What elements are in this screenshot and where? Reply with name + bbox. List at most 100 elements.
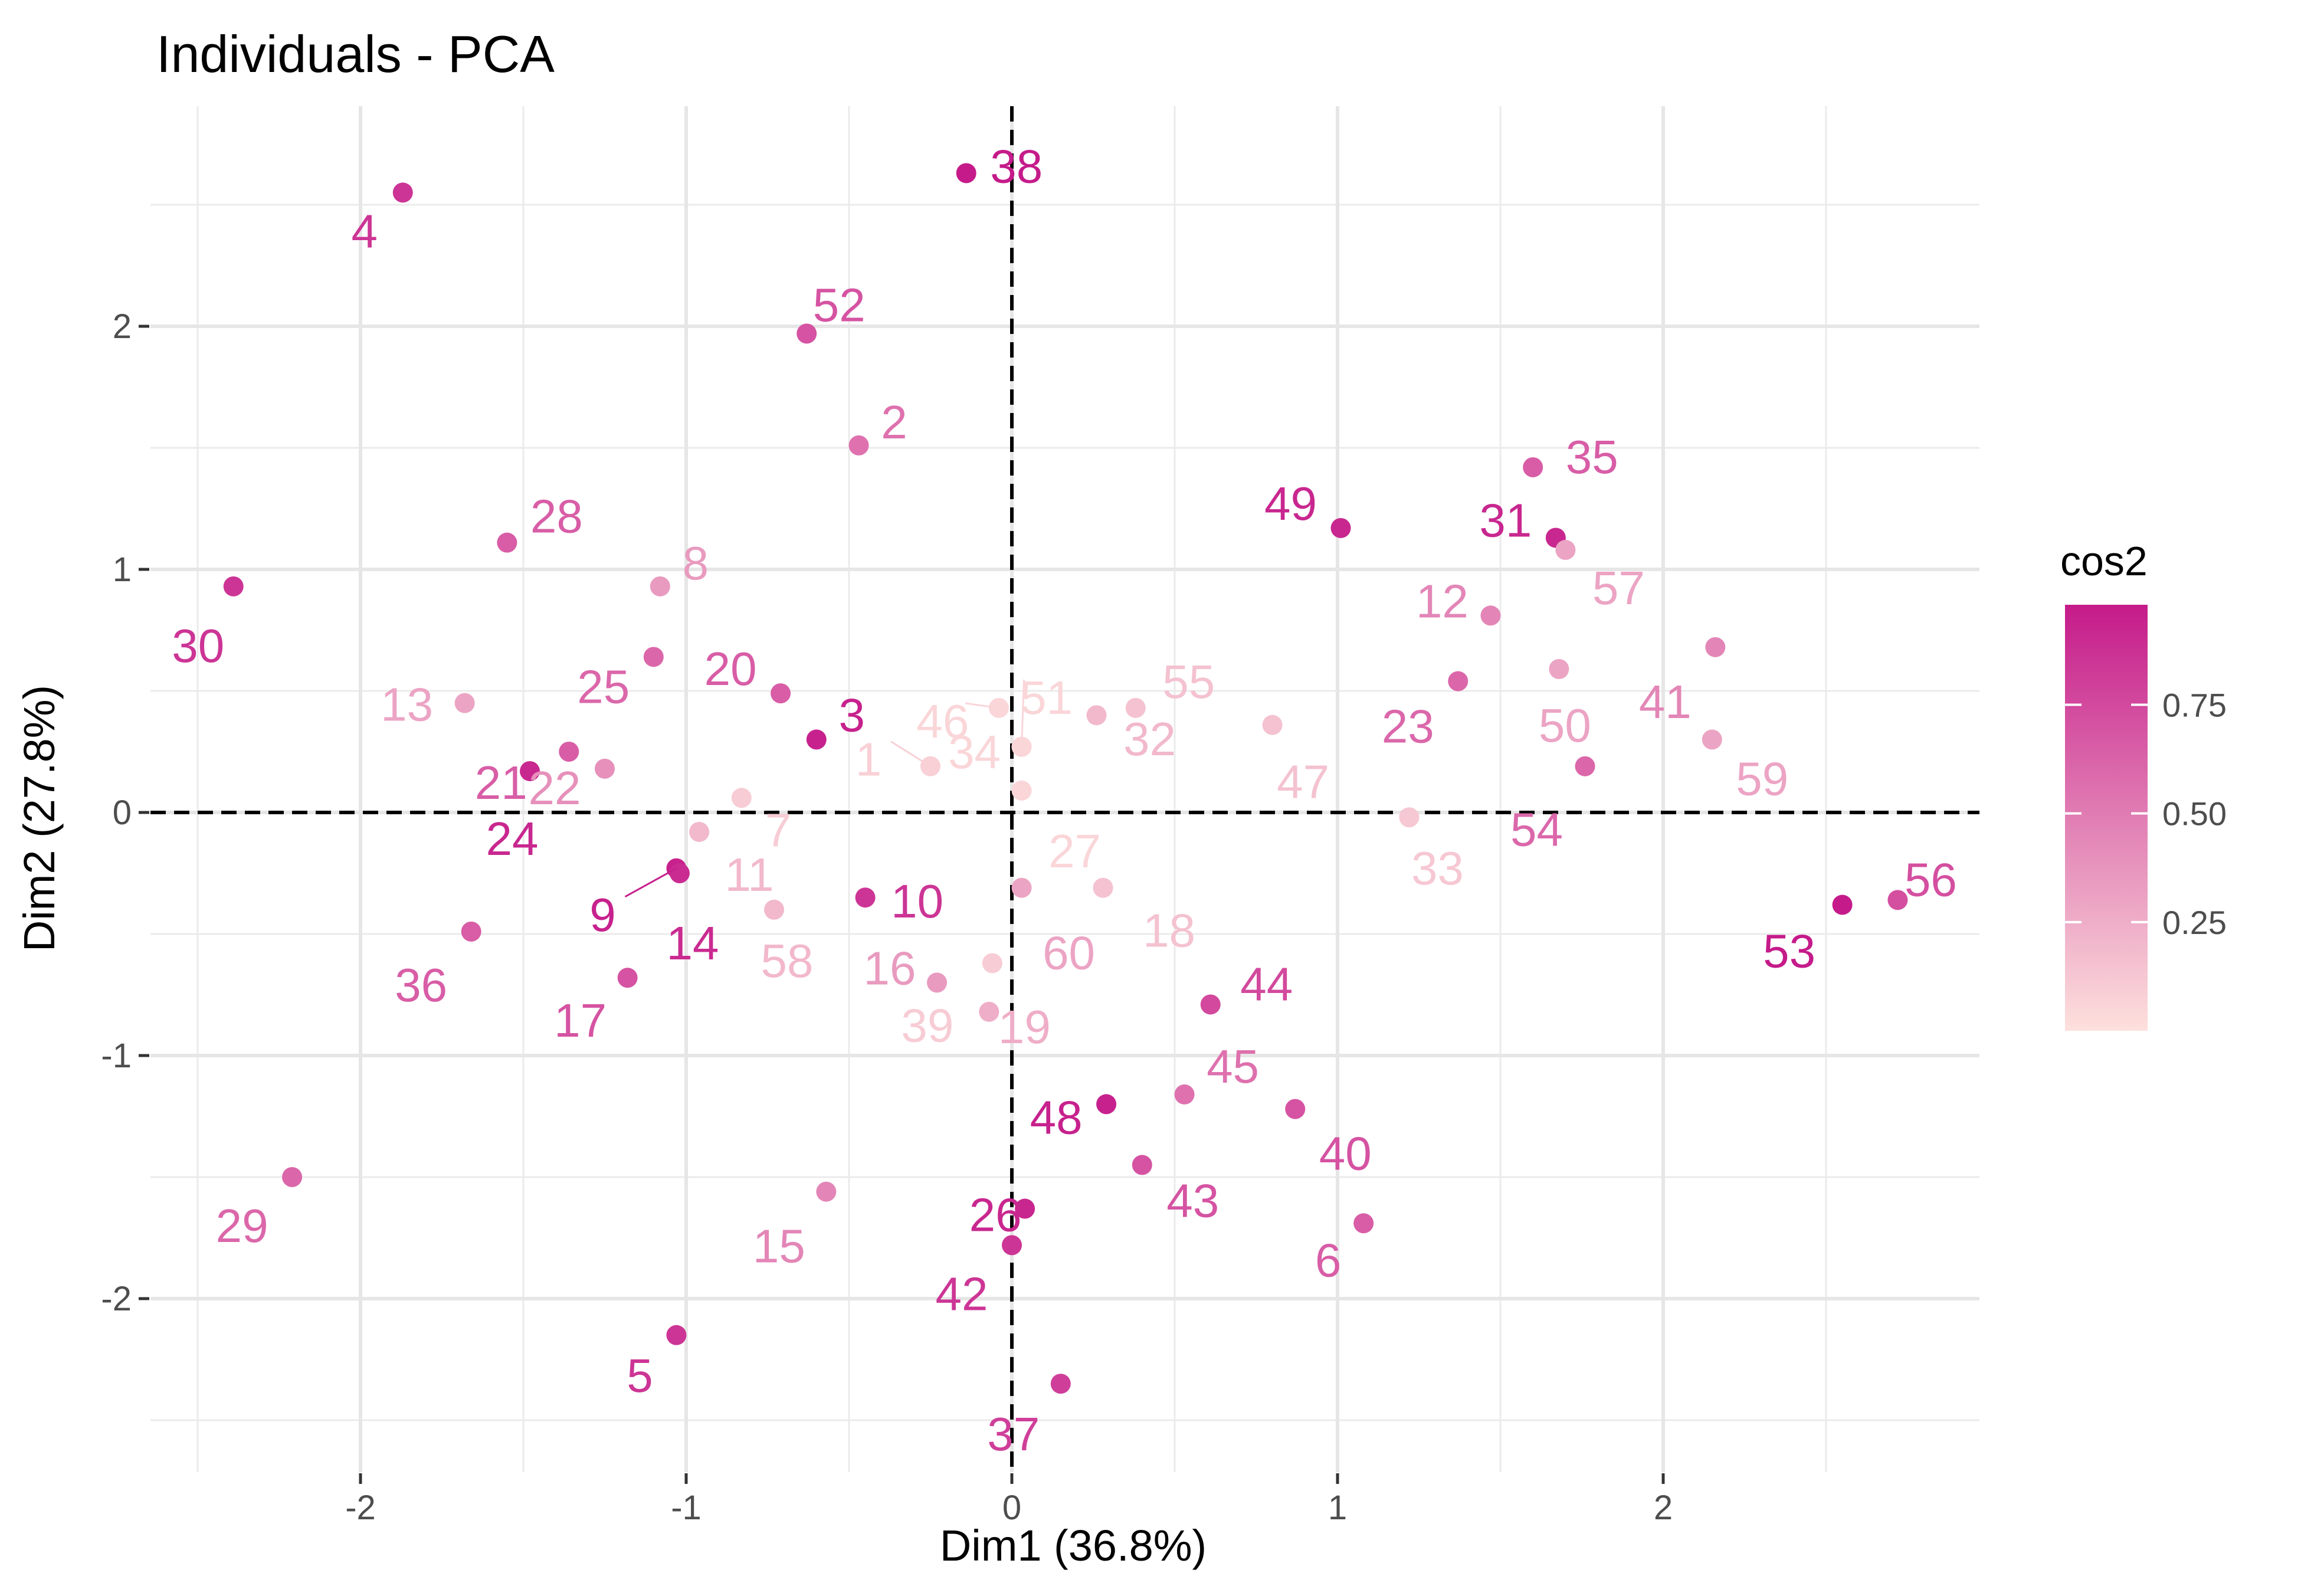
point-label: 44 [1240,958,1293,1010]
data-point [1832,894,1853,915]
x-tick-label: -2 [345,1489,376,1527]
point-label: 15 [753,1220,805,1273]
point-label: 38 [990,140,1043,192]
point-label: 11 [725,848,774,901]
data-point [1002,1235,1022,1256]
point-label: 59 [1736,752,1788,805]
x-tick-label: 2 [1654,1489,1673,1527]
point-label: 9 [589,889,616,941]
point-label: 10 [891,875,943,928]
point-label: 8 [683,537,709,589]
point-label: 29 [216,1200,268,1252]
data-point [1555,540,1576,561]
data-point [1702,729,1722,750]
point-label: 26 [969,1189,1022,1241]
point-label: 35 [1566,431,1618,483]
point-label: 33 [1411,842,1464,894]
data-point [1011,877,1032,898]
point-label: 53 [1763,925,1815,978]
data-point [666,1325,687,1345]
y-tick-label: 0 [113,794,132,832]
data-point [1549,658,1569,679]
y-tick-label: 2 [113,307,132,346]
point-label: 40 [1319,1128,1372,1180]
data-point [956,163,976,183]
data-point [643,647,664,667]
point-label: 58 [761,935,814,987]
data-point [559,742,579,762]
data-point [1086,705,1107,726]
data-point [771,683,791,704]
point-label: 51 [1020,671,1073,724]
point-label: 31 [1479,494,1532,546]
data-point [1575,756,1595,776]
legend-color-bar [2065,605,2148,1031]
data-point [1353,1213,1374,1234]
data-point [1480,605,1501,626]
data-point [1399,807,1420,828]
data-point [497,532,517,553]
point-label: 60 [1043,927,1095,979]
point-label: 28 [530,490,583,543]
point-label: 47 [1277,756,1329,808]
data-point [1093,877,1113,898]
data-point [806,729,827,750]
point-label: 39 [901,999,953,1051]
x-tick-label: -1 [671,1489,702,1527]
data-point [223,576,244,597]
legend-title: cos2 [2060,538,2148,584]
point-label: 19 [998,1001,1051,1053]
point-label: 5 [627,1349,653,1402]
point-label: 4 [352,205,378,257]
point-label: 48 [1030,1091,1083,1143]
point-label: 30 [172,620,224,672]
point-label: 50 [1539,699,1591,752]
data-point [1011,780,1032,801]
data-point [689,821,710,842]
chart-title: Individuals - PCA [156,25,555,83]
point-label: 3 [839,689,866,741]
y-tick-label: -2 [101,1280,132,1318]
data-point [848,435,869,455]
point-label: 54 [1510,804,1563,856]
data-point [1887,890,1908,910]
data-point [520,761,540,781]
data-point [669,863,690,883]
point-label: 6 [1315,1234,1342,1286]
data-point [731,788,752,808]
point-label: 46 [916,695,969,748]
data-point [1285,1099,1306,1119]
label-leader-line [1021,679,1025,747]
point-label: 27 [1048,825,1101,877]
data-point [617,968,638,988]
point-label: 17 [554,994,607,1047]
data-point [1125,697,1146,718]
point-label: 34 [948,726,1001,778]
data-point [392,182,413,203]
data-point [982,953,1002,974]
point-label: 56 [1905,853,1957,906]
label-leader-line [890,740,931,767]
point-label: 36 [395,959,447,1011]
x-axis: -2 -1 0 1 2 [345,1473,1673,1527]
data-point [461,921,481,942]
reference-lines [150,106,1979,1472]
point-label: 18 [1143,904,1195,957]
point-label: 49 [1264,477,1317,530]
y-tick-label: -1 [101,1037,132,1075]
data-point [1132,1155,1152,1175]
point-label: 16 [864,942,916,994]
data-point [1262,715,1283,735]
data-point [1096,1094,1117,1115]
legend-tick-label: 0.25 [2162,904,2227,941]
point-label: 41 [1639,676,1692,728]
data-point [282,1167,303,1187]
point-label: 25 [577,660,630,713]
point-label: 55 [1162,656,1215,708]
point-label: 45 [1207,1040,1259,1093]
data-point [927,972,948,993]
data-point [1050,1374,1071,1394]
